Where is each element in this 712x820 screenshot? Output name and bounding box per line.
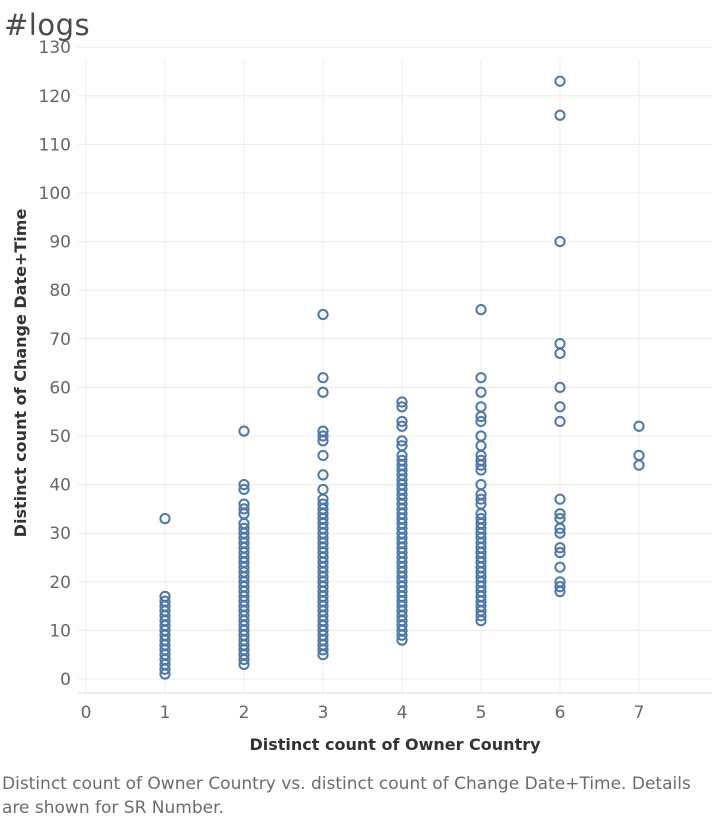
scatter-point[interactable]	[396, 401, 408, 413]
scatter-point[interactable]	[475, 372, 487, 384]
y-tick-label: 120	[39, 87, 71, 107]
x-tick-label: 2	[239, 703, 250, 723]
scatter-point[interactable]	[317, 435, 329, 447]
sheet-title: #logs	[4, 8, 91, 42]
y-tick-label: 90	[49, 233, 71, 253]
y-axis-title: Distinct count of Change Date+Time	[11, 209, 30, 538]
scatter-point[interactable]	[475, 410, 487, 423]
y-tick-label: 100	[39, 184, 71, 204]
scatter-chart: 0 10 20 30 40 50 60 70 80 90 100 110 120 130 0 1 2 3 4 5 6 7…	[11, 38, 712, 754]
scatter-point[interactable]	[554, 585, 566, 598]
scatter-point[interactable]	[159, 663, 171, 675]
scatter-point[interactable]	[238, 503, 250, 515]
x-axis-title: Distinct count of Owner Country	[249, 735, 541, 754]
scatter-point[interactable]	[554, 415, 566, 428]
scatter-point[interactable]	[317, 372, 329, 384]
x-tick-label: 3	[318, 703, 329, 723]
scatter-point[interactable]	[317, 308, 329, 321]
y-tick-label: 130	[39, 38, 71, 58]
scatter-point[interactable]	[317, 469, 329, 481]
scatter-point[interactable]	[396, 415, 408, 428]
y-tick-label: 40	[49, 476, 71, 496]
scatter-point[interactable]	[159, 668, 171, 680]
scatter-point[interactable]	[475, 304, 487, 316]
y-tick-label: 50	[49, 427, 71, 447]
scatter-point[interactable]	[554, 581, 566, 593]
scatter-point[interactable]	[475, 386, 487, 398]
scatter-point[interactable]	[554, 561, 566, 573]
scatter-point[interactable]	[317, 644, 329, 656]
scatter-point[interactable]	[396, 435, 408, 447]
data-points	[159, 75, 645, 680]
scatter-point[interactable]	[238, 483, 250, 496]
scatter-point[interactable]	[475, 610, 487, 622]
scatter-point[interactable]	[396, 396, 408, 408]
y-tick-label: 70	[49, 330, 71, 350]
x-tick-label: 1	[160, 703, 171, 723]
y-tick-label: 30	[49, 524, 71, 544]
x-tick-label: 6	[555, 703, 566, 723]
grid-lines	[78, 46, 712, 694]
scatter-point[interactable]	[554, 401, 566, 413]
scatter-point[interactable]	[554, 527, 566, 539]
scatter-point[interactable]	[554, 109, 566, 121]
scatter-point[interactable]	[554, 75, 566, 87]
x-tick-label: 4	[397, 703, 408, 723]
scatter-point[interactable]	[475, 459, 487, 471]
scatter-point[interactable]	[633, 459, 645, 471]
scatter-point[interactable]	[554, 381, 566, 393]
scatter-point[interactable]	[317, 449, 329, 462]
y-tick-label: 80	[49, 281, 71, 301]
scatter-point[interactable]	[554, 547, 566, 559]
scatter-point[interactable]	[554, 493, 566, 505]
scatter-point[interactable]	[475, 493, 487, 505]
y-tick-label: 0	[60, 670, 71, 690]
y-tick-label: 110	[39, 135, 71, 155]
scatter-point[interactable]	[475, 415, 487, 428]
scatter-point[interactable]	[554, 542, 566, 554]
scatter-point[interactable]	[317, 430, 329, 442]
scatter-point[interactable]	[238, 653, 250, 666]
scatter-point[interactable]	[317, 386, 329, 398]
y-tick-label: 20	[49, 573, 71, 593]
scatter-point[interactable]	[238, 658, 250, 671]
scatter-point[interactable]	[554, 347, 566, 359]
y-tick-label: 60	[49, 378, 71, 398]
scatter-point[interactable]	[396, 629, 408, 641]
scatter-point[interactable]	[554, 522, 566, 534]
chart-caption: Distinct count of Owner Country vs. dist…	[2, 774, 691, 818]
scatter-point[interactable]	[554, 508, 566, 520]
x-tick-label: 5	[476, 703, 487, 723]
scatter-point[interactable]	[475, 464, 487, 476]
scatter-point[interactable]	[238, 479, 250, 491]
x-tick-label: 0	[81, 703, 92, 723]
scatter-point[interactable]	[159, 513, 171, 525]
scatter-point[interactable]	[475, 615, 487, 627]
scatter-point[interactable]	[396, 420, 408, 432]
scatter-point[interactable]	[396, 634, 408, 646]
scatter-point[interactable]	[238, 425, 250, 437]
scatter-point[interactable]	[633, 420, 645, 432]
x-axis-ticks: 012345678	[81, 703, 645, 723]
x-tick-label: 7	[634, 703, 645, 723]
scatter-point[interactable]	[554, 236, 566, 248]
y-tick-label: 10	[49, 621, 71, 641]
scatter-point[interactable]	[317, 649, 329, 661]
y-axis-ticks: 0 10 20 30 40 50 60 70 80 90 100 110 120 130	[39, 38, 71, 690]
